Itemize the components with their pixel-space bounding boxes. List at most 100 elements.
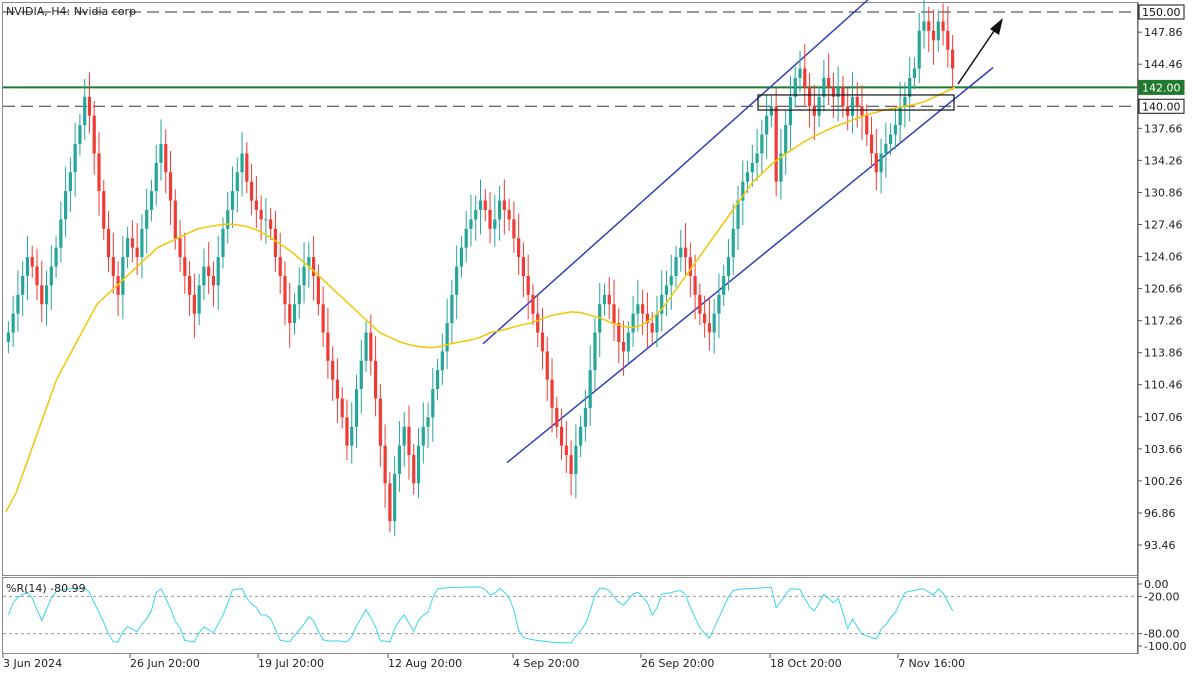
- candle-body: [869, 134, 874, 154]
- wpr-tick-label: 0.00: [1144, 578, 1169, 591]
- candle-body: [130, 238, 134, 248]
- candle-body: [393, 473, 397, 522]
- candle-body: [140, 228, 144, 258]
- candle-body: [927, 21, 931, 31]
- candle-body: [412, 455, 416, 484]
- candle-body: [87, 96, 92, 116]
- candle-body: [526, 275, 530, 295]
- candle-body: [421, 426, 425, 446]
- candle-body: [497, 200, 502, 220]
- candle-body: [373, 360, 378, 399]
- candle-body: [44, 285, 49, 305]
- candle-body: [335, 379, 340, 399]
- candle-body: [192, 294, 196, 314]
- candle-body: [73, 143, 77, 173]
- candle-body: [874, 153, 878, 173]
- wpr-tick-label: -20.00: [1144, 590, 1179, 603]
- candle-body: [822, 77, 826, 97]
- price-label: 150.00: [1142, 6, 1181, 19]
- y-tick-label: 134.26: [1144, 154, 1183, 167]
- candle-body: [774, 106, 778, 182]
- candle-body: [278, 257, 282, 276]
- candle-body: [164, 143, 168, 173]
- candle-body: [149, 191, 154, 210]
- y-tick-label: 147.86: [1144, 26, 1183, 39]
- candle-body: [35, 266, 39, 286]
- candle-body: [583, 407, 588, 427]
- candle-body: [445, 323, 449, 352]
- candle-body: [369, 332, 373, 361]
- candle-body: [779, 153, 783, 182]
- candle-body: [717, 294, 721, 314]
- support-zone-box: [757, 94, 955, 111]
- candle-body: [216, 257, 220, 286]
- candle-body: [745, 172, 750, 182]
- candle-body: [440, 351, 444, 371]
- candle-body: [254, 200, 258, 210]
- candle-body: [807, 87, 812, 107]
- candle-body: [502, 200, 506, 210]
- candle-body: [559, 426, 564, 446]
- candle-body: [679, 247, 683, 258]
- candle-body: [245, 153, 249, 182]
- candle-body: [68, 172, 72, 192]
- wpr-tick-label: -100.00: [1144, 640, 1186, 653]
- candle-body: [650, 323, 654, 333]
- forecast-arrow-head: [990, 18, 1003, 35]
- candle-body: [545, 351, 549, 380]
- candle-body: [25, 257, 30, 276]
- candle-body: [235, 172, 239, 192]
- candle-body: [631, 313, 635, 333]
- candle-body: [712, 313, 716, 333]
- candle-body: [769, 106, 773, 116]
- candle-body: [793, 77, 797, 97]
- candle-body: [326, 332, 330, 361]
- candle-body: [540, 332, 545, 352]
- y-tick-label: 100.26: [1144, 475, 1183, 488]
- price-label-box: [1138, 4, 1185, 20]
- channel-lower-line: [506, 67, 994, 464]
- candle-body: [841, 87, 845, 107]
- candle-body: [645, 313, 650, 324]
- candle-body: [569, 455, 573, 474]
- candle-body: [11, 313, 15, 333]
- candle-body: [879, 153, 883, 173]
- candle-body: [431, 389, 435, 418]
- candle-body: [922, 21, 926, 31]
- y-tick-label: 103.66: [1144, 443, 1183, 456]
- candle-body: [464, 228, 468, 248]
- candle-body: [197, 285, 201, 314]
- candle-body: [416, 445, 421, 484]
- candle-body: [273, 228, 278, 258]
- candle-body: [621, 341, 626, 352]
- candle-body: [579, 426, 583, 446]
- candle-body: [893, 125, 897, 135]
- candle-body: [173, 200, 177, 239]
- candle-body: [536, 313, 540, 333]
- candle-body: [102, 191, 106, 229]
- candle-body: [450, 294, 454, 324]
- candle-body: [388, 483, 392, 522]
- candle-body: [612, 304, 616, 324]
- candle-body: [207, 266, 211, 276]
- y-tick-label: 144.46: [1144, 58, 1183, 71]
- candle-body: [941, 21, 945, 31]
- price-label-box: [1138, 98, 1185, 114]
- candle-body: [455, 266, 459, 295]
- candle-body: [898, 106, 902, 126]
- y-tick-label: 107.06: [1144, 411, 1183, 424]
- candle-body: [78, 125, 82, 144]
- candle-body: [908, 77, 912, 97]
- candle-body: [311, 257, 316, 276]
- candle-body: [459, 247, 464, 267]
- candle-body: [917, 30, 921, 69]
- candle-body: [855, 96, 859, 107]
- candle-body: [564, 445, 568, 456]
- candle-body: [307, 257, 311, 267]
- candle-body: [168, 172, 173, 201]
- candle-body: [340, 398, 344, 418]
- candle-body: [707, 323, 712, 333]
- candle-body: [230, 191, 235, 210]
- candle-body: [669, 275, 673, 286]
